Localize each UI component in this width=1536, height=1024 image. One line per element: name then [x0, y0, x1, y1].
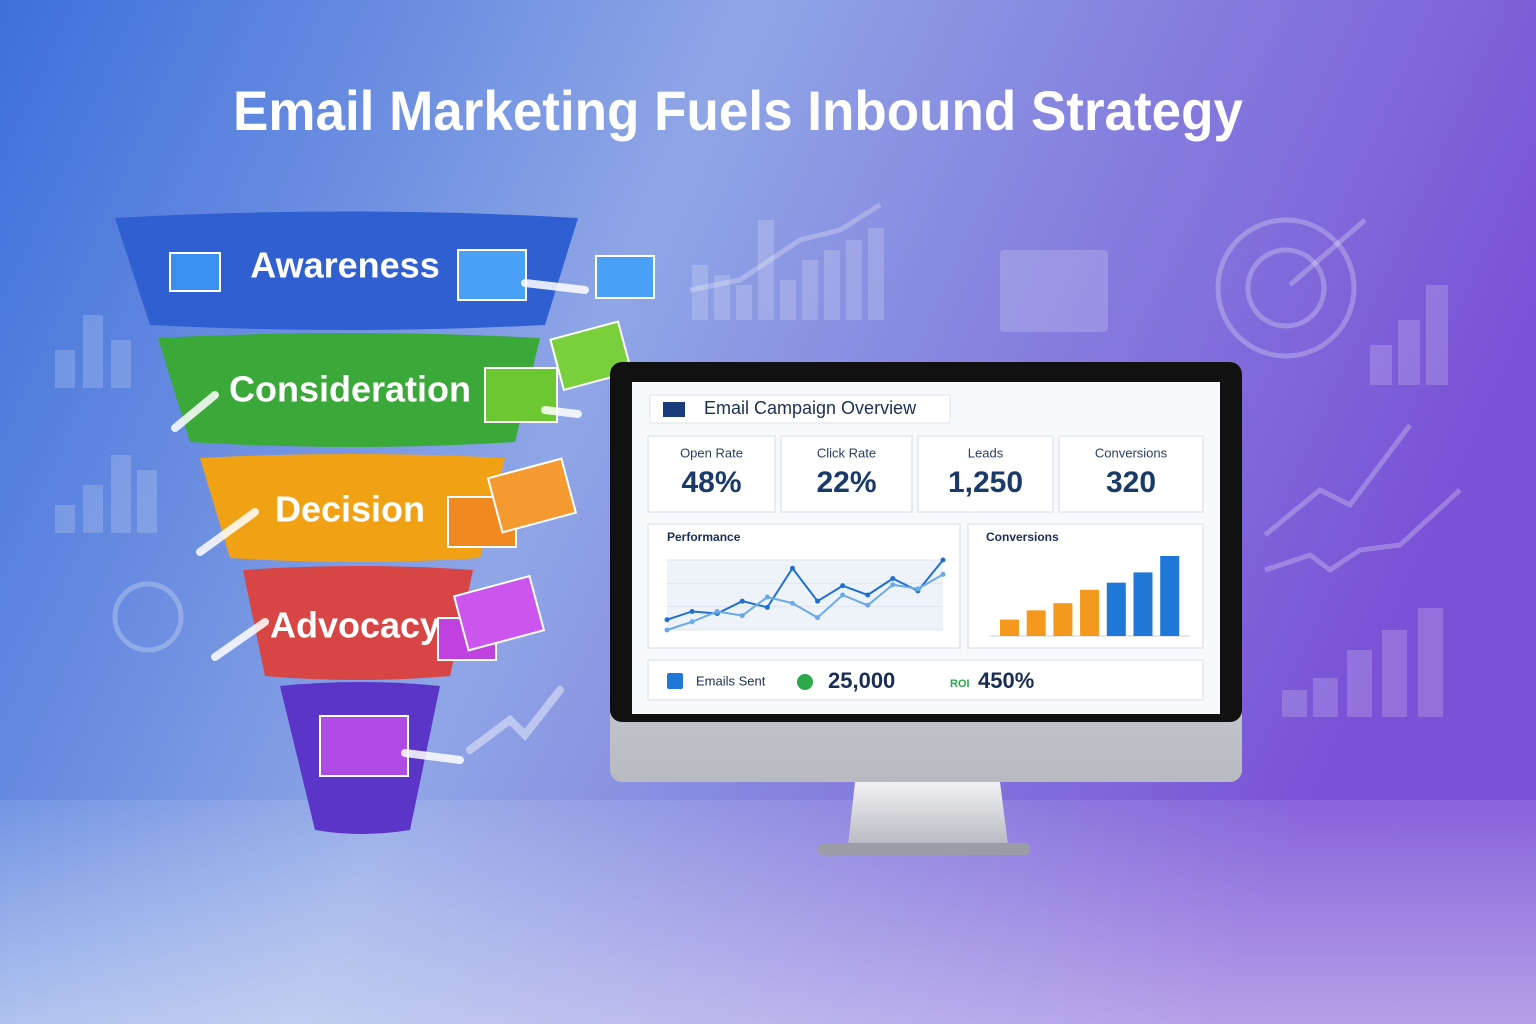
point: [865, 602, 871, 608]
point: [714, 608, 720, 614]
bar: [1026, 610, 1046, 636]
point: [865, 592, 871, 598]
bar: [1133, 572, 1153, 636]
point: [689, 619, 695, 625]
metric-card: [1058, 435, 1204, 513]
metric-label: Click Rate: [817, 445, 876, 460]
metric-card: [780, 435, 913, 513]
bar: [1053, 603, 1073, 636]
point: [739, 598, 745, 604]
point: [890, 576, 896, 582]
funnel-layer: [243, 566, 473, 680]
point: [940, 557, 946, 563]
chart-title: Performance: [667, 530, 741, 544]
point: [789, 600, 795, 606]
metric-card: [647, 435, 776, 513]
point: [915, 586, 921, 592]
check-icon: [667, 673, 683, 689]
funnel-stage: Consideration: [229, 369, 471, 410]
funnel-stage: Awareness: [250, 245, 439, 286]
point: [815, 615, 821, 621]
bar: [1160, 556, 1180, 636]
stat-value: 450%: [978, 668, 1034, 693]
bar: [1080, 589, 1100, 636]
point: [940, 571, 946, 577]
chart-area: [667, 560, 943, 630]
line: [666, 573, 944, 631]
metric-label: Conversions: [1095, 445, 1168, 460]
decoration: [55, 202, 1462, 717]
point: [815, 598, 821, 604]
funnel: Awareness Consideration Decision Advocac…: [115, 211, 655, 834]
metric-value: 48%: [681, 466, 741, 499]
dashboard-title: Email Campaign Overview: [704, 398, 917, 418]
point: [664, 627, 670, 633]
page-title: Email Marketing Fuels Inbound Strategy: [233, 79, 1243, 142]
point: [739, 613, 745, 619]
point: [664, 617, 670, 623]
mail-icon: [663, 402, 685, 417]
metric-card: [917, 435, 1054, 513]
point: [890, 582, 896, 588]
floor: [0, 800, 1536, 1024]
funnel-layer: [158, 333, 540, 447]
metric-value: 320: [1106, 466, 1156, 499]
stat-label: ROI: [950, 678, 970, 690]
bar: [1000, 619, 1019, 636]
funnel-layer: [200, 454, 505, 562]
dashboard-header: [649, 394, 951, 424]
metric-value: 22%: [816, 466, 876, 499]
point: [689, 608, 695, 614]
stat-value: 25,000: [828, 668, 895, 693]
point: [789, 565, 795, 571]
footer-strip: [647, 659, 1204, 701]
chart-title: Conversions: [986, 530, 1059, 544]
stat-icon: [797, 674, 813, 690]
point: [840, 583, 846, 589]
point: [764, 604, 770, 610]
bar: [1106, 582, 1126, 636]
metric-value: 1,250: [948, 466, 1023, 499]
metric-label: Open Rate: [680, 445, 743, 460]
point: [840, 592, 846, 598]
point: [764, 594, 770, 600]
funnel-stage: Decision: [275, 489, 425, 530]
metric-label: Leads: [968, 445, 1004, 460]
funnel-stage: Advocacy: [270, 605, 440, 646]
stat-label: Emails Sent: [696, 673, 766, 688]
